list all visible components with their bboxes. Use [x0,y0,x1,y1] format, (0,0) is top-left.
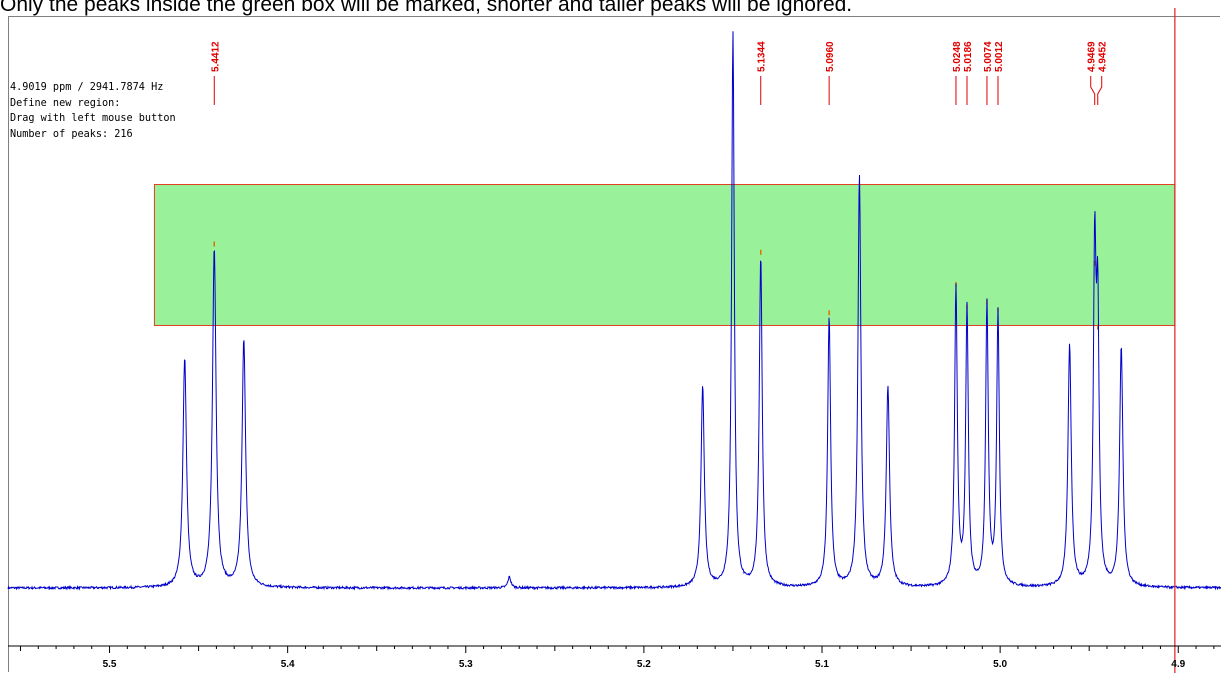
threshold-region-box[interactable] [153,184,1176,326]
spectrum-trace [7,31,1221,591]
x-tick-label: 5.0 [993,659,1007,670]
peak-label-text: 5.1344 [757,41,768,72]
peak-label-text: 4.9452 [1098,41,1109,72]
x-tick-label: 5.3 [459,659,473,670]
peak-label-leader [1090,76,1096,105]
x-tick-label: 5.2 [637,659,651,670]
peak-label-text: 5.0248 [952,41,963,72]
info-line-drag-hint: Drag with left mouse button [10,113,176,125]
x-tick-label: 5.5 [103,659,117,670]
peak-label-text: 4.9469 [1087,41,1098,72]
x-tick-label: 5.4 [281,659,295,670]
info-line-peak-count: Number of peaks: 216 [10,128,133,140]
cursor-readout: 4.9019 ppm / 2941.7874 Hz [10,82,164,93]
info-line-define-region: Define new region: [10,97,121,109]
x-axis: 5.5 5.4 5.3 5.2 5.1 5.0 4.9 [8,645,1221,670]
peak-label-text: 5.0186 [963,41,974,72]
peak-labels: 5.4412 5.1344 5.0960 5.0248 5.0186 5.0074 5.00… [210,41,1109,105]
peak-label-text: 5.0960 [825,41,836,72]
spectrum-plot-area[interactable] [8,16,1220,672]
caption-text: Only the peaks inside the green box will… [0,0,853,16]
peak-label-text: 5.0012 [994,41,1005,72]
x-tick-label: 5.1 [815,659,829,670]
peak-label-text: 5.0074 [983,41,994,72]
peak-label-text: 5.4412 [210,41,221,72]
info-panel: 4.9019 ppm / 2941.7874 Hz Define new reg… [10,80,176,142]
x-tick-label: 4.9 [1171,659,1185,670]
peak-label-leader [1097,76,1103,105]
